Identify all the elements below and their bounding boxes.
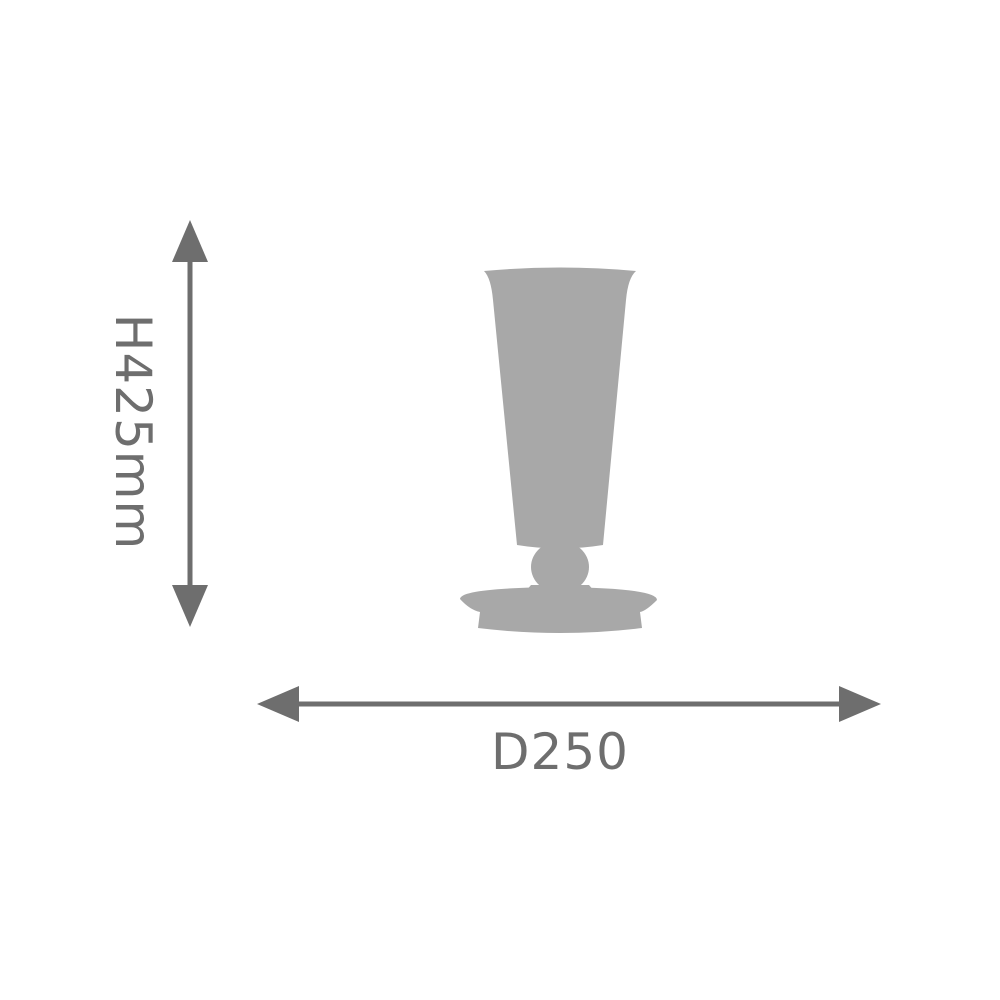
height-arrow-head-top: [172, 220, 208, 262]
height-label: H425mm: [104, 313, 162, 551]
height-arrow-head-bottom: [172, 585, 208, 627]
lamp-shade: [484, 267, 636, 549]
lamp-silhouette-icon: [460, 267, 657, 633]
diameter-arrow-head-right: [839, 686, 881, 722]
lamp-base-disc: [460, 587, 657, 633]
diameter-arrow-head-left: [257, 686, 299, 722]
lamp-ball: [531, 541, 589, 593]
height-arrow: [172, 220, 208, 627]
diameter-arrow: [257, 686, 881, 722]
diameter-label: D250: [491, 723, 629, 781]
